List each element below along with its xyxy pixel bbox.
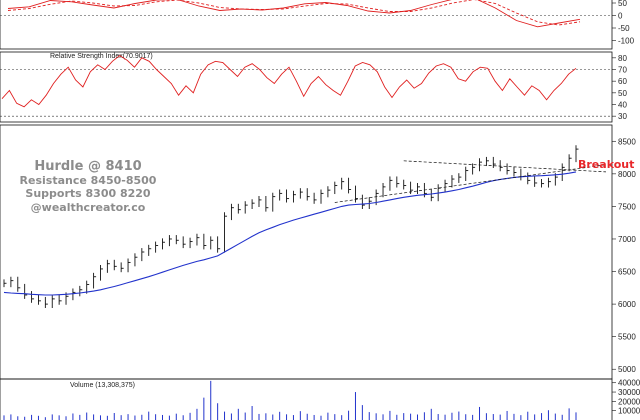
annotation-block: Hurdle @ 8410 Resistance 8450-8500 Suppo… xyxy=(20,159,157,214)
axis-tick-label: 50 xyxy=(618,0,627,8)
axis-tick-label: -100 xyxy=(618,37,635,46)
volume-title: Volume (13,308,375) xyxy=(70,382,135,389)
axis-tick-label: 30 xyxy=(618,112,627,121)
breakout-label: Breakout xyxy=(578,158,634,171)
axis-tick-label: 20000 xyxy=(618,397,640,406)
axis-tick-label: 40 xyxy=(618,101,627,110)
resistance-text: Resistance 8450-8500 xyxy=(20,174,157,187)
trendline xyxy=(403,160,607,173)
axis-tick-label: 5000 xyxy=(618,365,636,374)
axis-tick-label: 7500 xyxy=(618,202,636,211)
rsi-title: Relative Strength Index(70.9017) xyxy=(50,53,153,60)
rsi-line xyxy=(1,54,577,108)
axis-tick-label: 40000 xyxy=(618,379,640,388)
moving-average-line xyxy=(3,171,577,296)
trendline xyxy=(334,164,607,203)
supports-text: Supports 8300 8220 xyxy=(25,187,151,200)
axis-tick-label: 70 xyxy=(618,66,627,75)
hurdle-text: Hurdle @ 8410 xyxy=(34,159,141,174)
axis-tick-label: 6500 xyxy=(618,268,636,277)
axis-tick-label: 10000 xyxy=(618,407,640,416)
axis-tick-label: 5500 xyxy=(618,333,636,342)
axis-tick-label: 8000 xyxy=(618,170,636,179)
axis-tick-label: 80 xyxy=(618,54,627,63)
axis-tick-label: 8500 xyxy=(618,137,636,146)
right-axis: 50 0 -50 -100 80 70 60 50 40 30 8500 8000 7500 7000 65… xyxy=(612,0,640,416)
axis-tick-label: 7000 xyxy=(618,235,636,244)
axis-tick-label: 30000 xyxy=(618,388,640,397)
axis-tick-label: 60 xyxy=(618,77,627,86)
oscillator-signal-line xyxy=(7,0,581,26)
axis-tick-label: 0 xyxy=(618,12,623,21)
oscillator-panel xyxy=(0,0,613,50)
axis-tick-label: -50 xyxy=(618,24,630,33)
oscillator-line xyxy=(7,0,581,28)
price-panel: Hurdle @ 8410 Resistance 8450-8500 Suppo… xyxy=(0,124,634,380)
rsi-panel: Relative Strength Index(70.9017) xyxy=(0,51,613,123)
handle-text: @wealthcreator.co xyxy=(31,201,146,214)
axis-tick-label: 50 xyxy=(618,89,627,98)
axis-tick-label: 6000 xyxy=(618,300,636,309)
